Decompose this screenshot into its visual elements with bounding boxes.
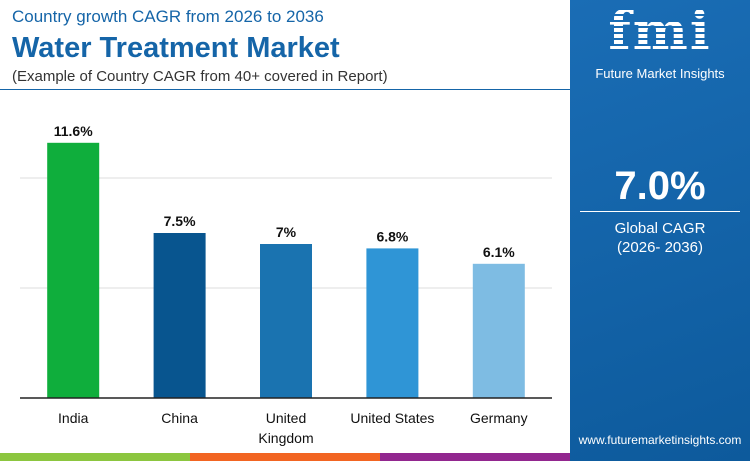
divider: [0, 89, 570, 90]
category-label: China: [161, 410, 198, 426]
fmi-logo: fmi: [570, 4, 750, 60]
side-panel: fmi Future Market Insights 7.0% Global C…: [570, 0, 750, 461]
category-label: United: [266, 410, 306, 426]
bar-china: [153, 233, 206, 398]
strip-purple: [380, 453, 570, 461]
data-label: 7.5%: [164, 213, 196, 229]
label: Global CAGR: [614, 220, 706, 237]
data-label: 7%: [276, 224, 297, 240]
period: (2026- 2036): [617, 239, 703, 256]
data-label: 6.8%: [376, 228, 408, 244]
brand-name: Future Market Insights: [595, 66, 725, 81]
chart-subtitle: Country growth CAGR from 2026 to 2036: [12, 7, 324, 26]
global-cagr-label: Global CAGR (2026- 2036): [570, 219, 750, 257]
global-cagr-value: 7.0%: [614, 164, 706, 208]
data-label: 11.6%: [54, 123, 93, 139]
category-label: Kingdom: [258, 430, 313, 446]
data-label: 6.1%: [483, 244, 515, 260]
website-link[interactable]: www.futuremarketinsights.com: [578, 433, 742, 447]
bar-india: [47, 142, 100, 398]
divider: [580, 211, 740, 212]
bar-united-kingdom: [260, 244, 312, 398]
bar-germany: [472, 263, 525, 398]
chart-note: (Example of Country CAGR from 40+ covere…: [12, 68, 388, 85]
chart-title: Water Treatment Market: [12, 32, 340, 64]
category-label: India: [58, 410, 89, 426]
strip-green: [0, 453, 190, 461]
strip-orange: [190, 453, 380, 461]
category-label: Germany: [470, 410, 528, 426]
category-label: United States: [350, 410, 434, 426]
bar-chart: 11.6% India 7.5% China 7% United Kingdom 6.8% Un…: [20, 123, 552, 446]
bar-united-states: [366, 248, 419, 398]
